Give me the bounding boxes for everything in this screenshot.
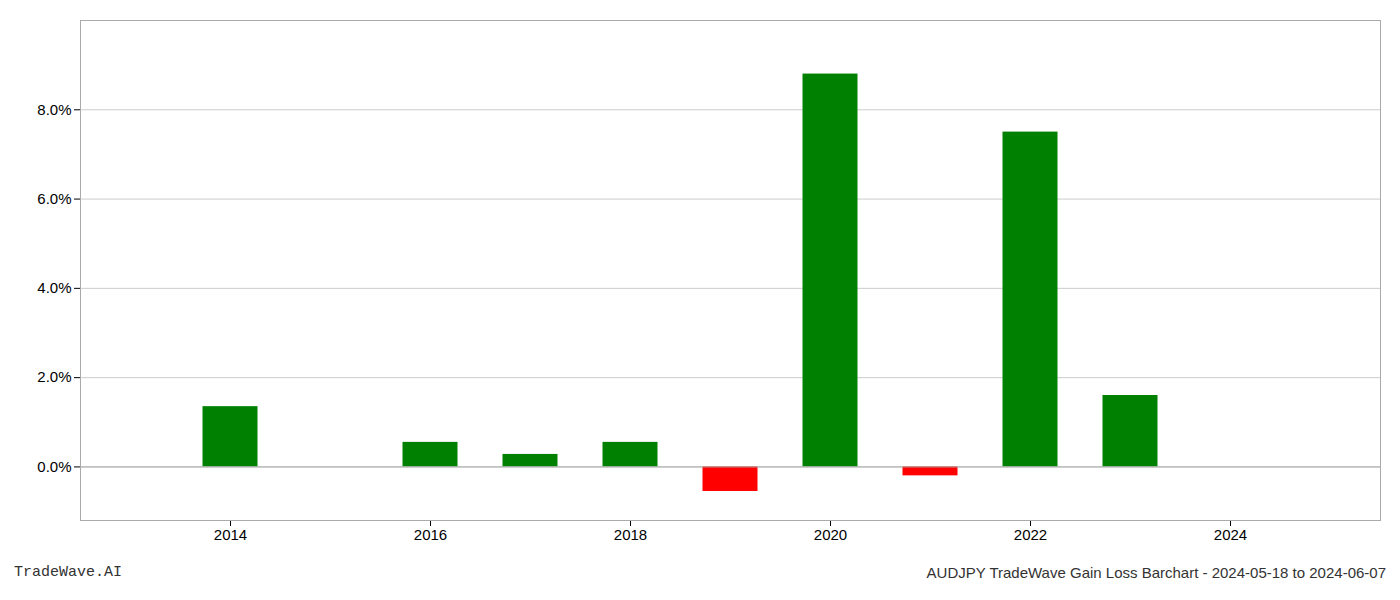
svg-text:2016: 2016 [414,526,447,543]
svg-text:2018: 2018 [614,526,647,543]
svg-text:4.0%: 4.0% [37,279,71,296]
svg-text:2020: 2020 [814,526,847,543]
html-text:TradeWave.AI: TradeWave.AI [14,564,122,581]
svg-text:6.0%: 6.0% [37,190,71,207]
svg-text:2024: 2024 [1214,526,1247,543]
svg-text:2.0%: 2.0% [37,368,71,385]
svg-text:2022: 2022 [1014,526,1047,543]
svg-text:2014: 2014 [214,526,247,543]
svg-text:8.0%: 8.0% [37,101,71,118]
html-text:AUDJPY TradeWave Gain Loss Bar: AUDJPY TradeWave Gain Loss Barchart - 20… [926,564,1386,581]
svg-text:0.0%: 0.0% [37,458,71,475]
